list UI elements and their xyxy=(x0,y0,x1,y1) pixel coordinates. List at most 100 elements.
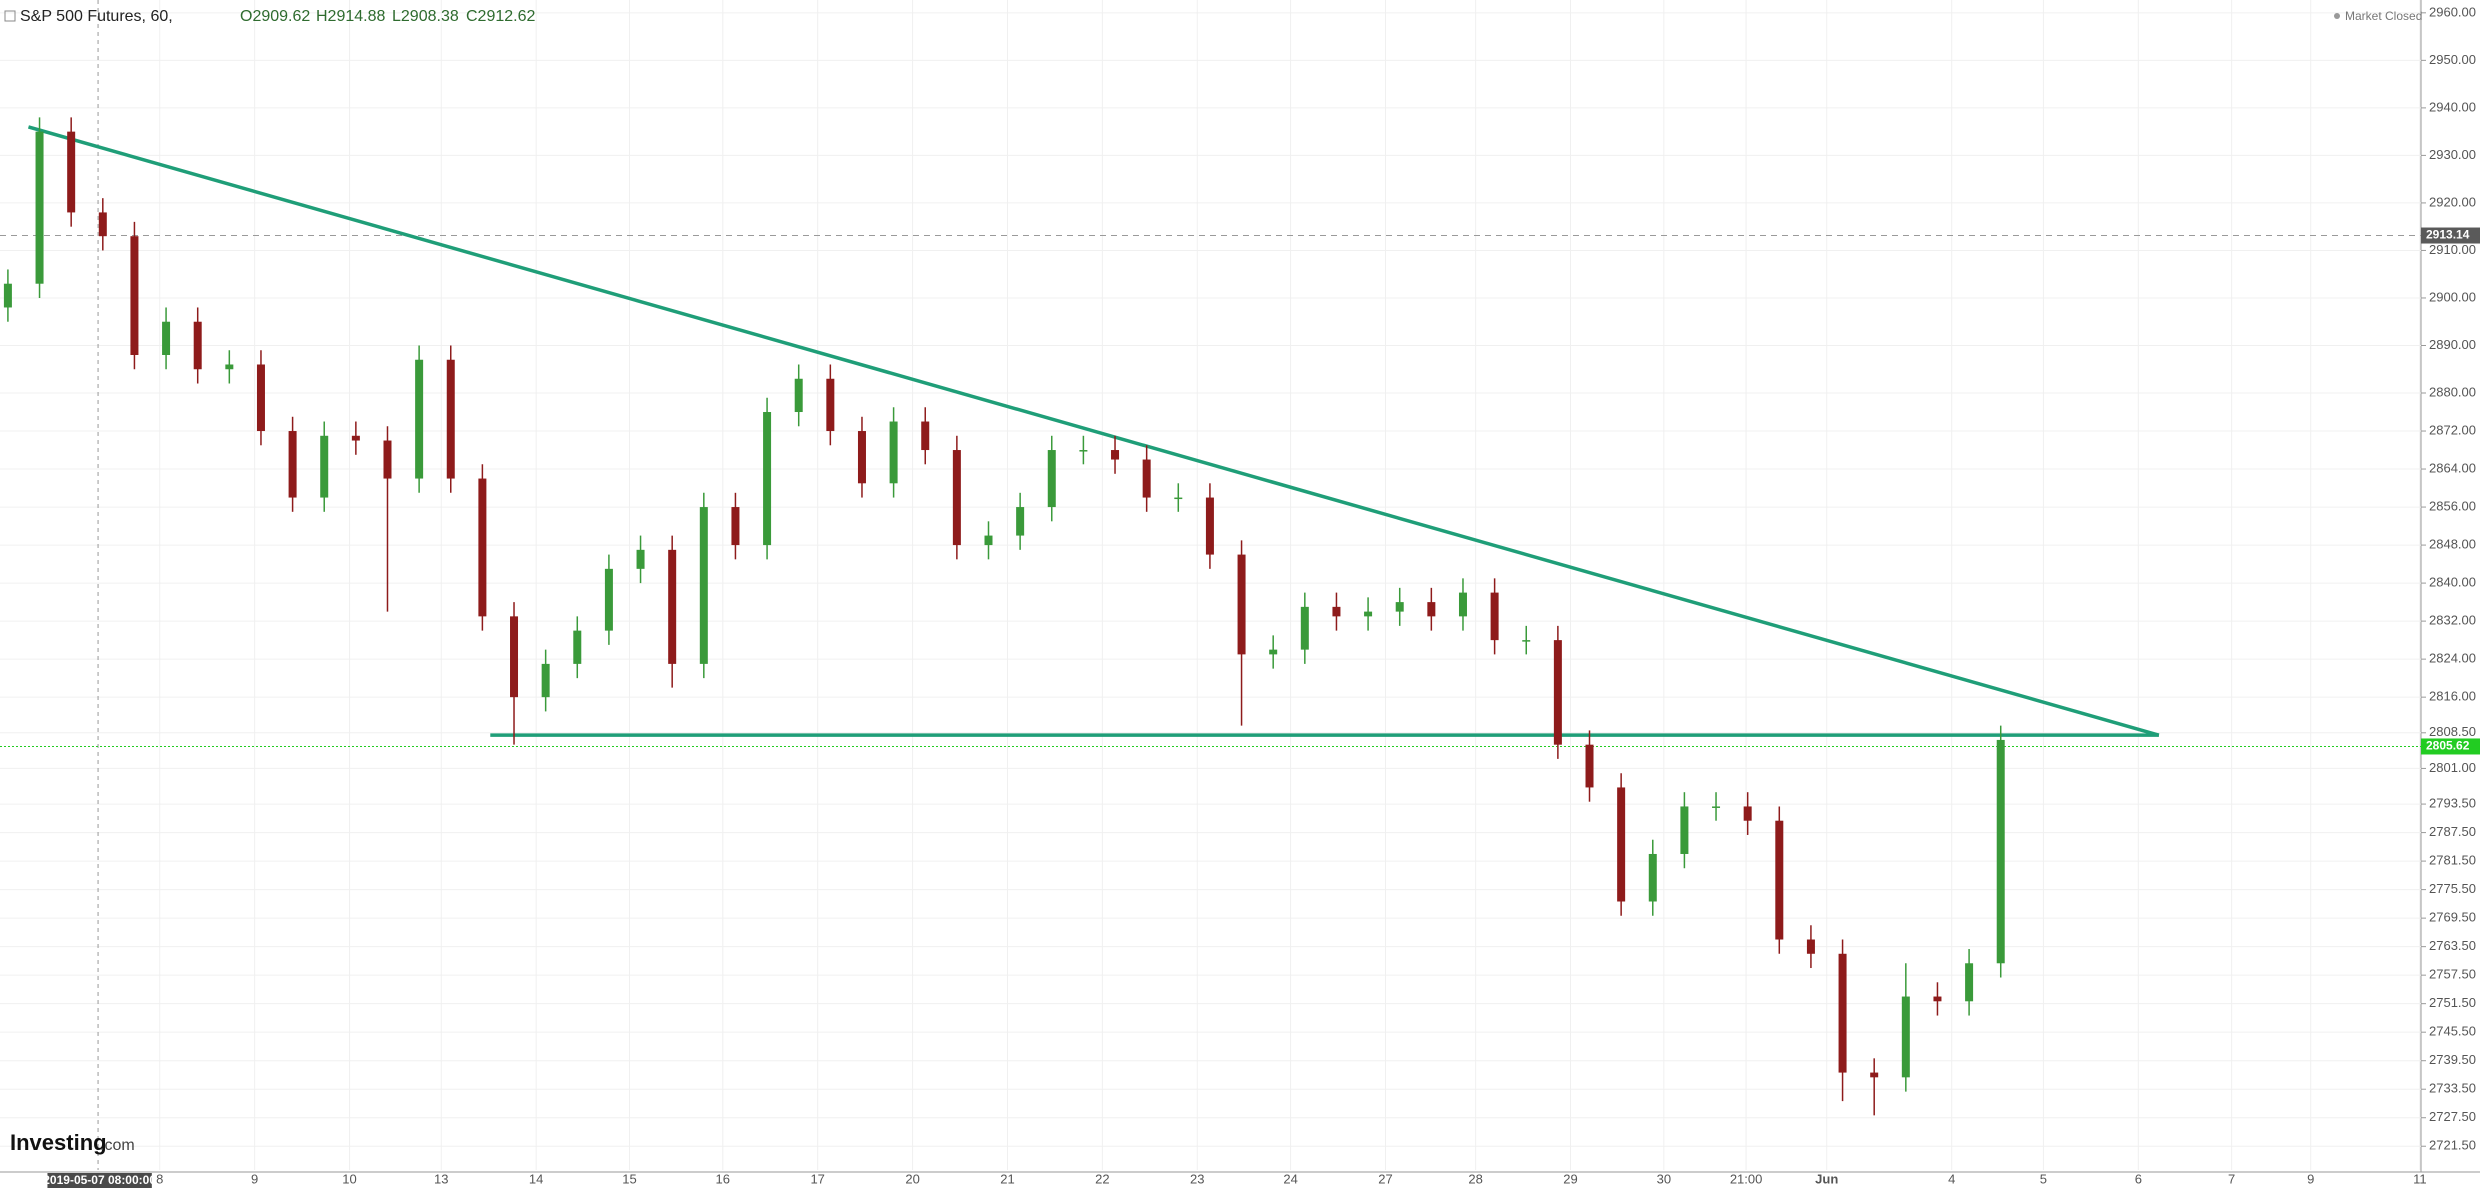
y-tick-label: 2781.50 xyxy=(2429,853,2476,868)
candle-body xyxy=(1364,611,1373,617)
candle-body xyxy=(1111,450,1120,460)
candle-body xyxy=(1965,963,1974,1002)
candle-body xyxy=(1996,739,2005,964)
header-icon xyxy=(4,10,16,22)
y-tick-label: 2745.50 xyxy=(2429,1024,2476,1039)
x-tick-label: 21 xyxy=(1000,1171,1014,1186)
y-tick-label: 2960.00 xyxy=(2429,4,2476,19)
candle-body xyxy=(35,131,44,284)
candle-body xyxy=(383,440,392,479)
x-tick-label: 5 xyxy=(2040,1171,2047,1186)
x-tick-label: 22 xyxy=(1095,1171,1109,1186)
x-tick-label: 30 xyxy=(1657,1171,1671,1186)
y-tick-label: 2793.50 xyxy=(2429,796,2476,811)
candle-body xyxy=(1142,459,1151,498)
y-tick-label: 2900.00 xyxy=(2429,289,2476,304)
x-tick-label: 27 xyxy=(1378,1171,1392,1186)
y-tick-label: 2751.50 xyxy=(2429,995,2476,1010)
candle-body xyxy=(763,412,772,546)
y-tick-label: 2787.50 xyxy=(2429,824,2476,839)
x-tick-label: 11 xyxy=(2413,1171,2427,1186)
status-dot xyxy=(2334,13,2340,19)
x-tick-label: 9 xyxy=(251,1171,258,1186)
price-label: 2805.62 xyxy=(2426,739,2470,753)
x-tick-label: 8 xyxy=(156,1171,163,1186)
candle-body xyxy=(604,568,613,631)
candle-body xyxy=(826,378,835,432)
candle-body xyxy=(1237,554,1246,655)
candle-body xyxy=(98,212,107,237)
x-tick-label: 7 xyxy=(2228,1171,2235,1186)
candle-body xyxy=(1648,853,1657,902)
header-close: C2912.62 xyxy=(466,8,535,25)
y-tick-label: 2801.00 xyxy=(2429,760,2476,775)
candle-body xyxy=(1332,606,1341,617)
x-tick-label: 13 xyxy=(434,1171,448,1186)
candle-body xyxy=(1585,744,1594,788)
candle-body xyxy=(1838,953,1847,1073)
y-tick-label: 2950.00 xyxy=(2429,52,2476,67)
candle-body xyxy=(1300,606,1309,650)
y-tick-label: 2890.00 xyxy=(2429,337,2476,352)
price-label: 2913.14 xyxy=(2426,228,2470,242)
header-open: O2909.62 xyxy=(240,8,310,25)
x-tick-label: 23 xyxy=(1190,1171,1204,1186)
candle-body xyxy=(541,663,550,698)
candle-body xyxy=(415,359,424,479)
candle-body xyxy=(889,421,898,484)
candle-body xyxy=(699,507,708,664)
candle-body xyxy=(1553,640,1562,745)
y-tick-label: 2808.50 xyxy=(2429,724,2476,739)
candle-body xyxy=(130,236,139,355)
x-tick-label: 20 xyxy=(905,1171,919,1186)
y-tick-label: 2840.00 xyxy=(2429,575,2476,590)
candle-body xyxy=(1016,507,1025,536)
x-tick-label: 29 xyxy=(1563,1171,1577,1186)
candle-body xyxy=(794,378,803,413)
crosshair-label: 2019-05-07 08:00:00 xyxy=(43,1173,156,1187)
y-tick-label: 2832.00 xyxy=(2429,613,2476,628)
candle-body xyxy=(573,630,582,664)
x-tick-label: 4 xyxy=(1948,1171,1955,1186)
candle-body xyxy=(1680,806,1689,854)
candle-body xyxy=(351,435,360,441)
candle-body xyxy=(1427,602,1436,617)
y-tick-label: 2769.50 xyxy=(2429,910,2476,925)
candle-body xyxy=(446,359,455,479)
market-status: Market Closed xyxy=(2345,9,2422,23)
candle-body xyxy=(1617,787,1626,902)
candle-body xyxy=(256,364,265,432)
x-tick-label: 21:00 xyxy=(1730,1171,1763,1186)
y-tick-label: 2739.50 xyxy=(2429,1052,2476,1067)
y-tick-label: 2727.50 xyxy=(2429,1109,2476,1124)
candle-body xyxy=(193,321,202,370)
candle-body xyxy=(1712,806,1721,808)
y-tick-label: 2757.50 xyxy=(2429,967,2476,982)
y-tick-label: 2872.00 xyxy=(2429,422,2476,437)
candle-body xyxy=(1490,592,1499,641)
candle-body xyxy=(1870,1072,1879,1078)
y-tick-label: 2910.00 xyxy=(2429,242,2476,257)
candle-body xyxy=(1806,939,1815,954)
x-tick-label: 14 xyxy=(529,1171,543,1186)
x-tick-label: 24 xyxy=(1283,1171,1297,1186)
candle-body xyxy=(1269,649,1278,655)
candle-body xyxy=(3,283,12,308)
candle-body xyxy=(1458,592,1467,617)
candle-body xyxy=(478,478,487,617)
candle-body xyxy=(1775,820,1784,940)
candle-body xyxy=(225,364,234,370)
candle-body xyxy=(952,450,961,546)
candle-body xyxy=(288,431,297,498)
candle-body xyxy=(1395,602,1404,612)
logo-suffix: .com xyxy=(100,1137,135,1154)
x-tick-label: 10 xyxy=(342,1171,356,1186)
candle-body xyxy=(921,421,930,451)
price-label-bg xyxy=(2421,227,2480,244)
crosshair-label-bg xyxy=(47,1173,152,1188)
candle-body xyxy=(984,535,993,546)
candle-body xyxy=(1522,640,1531,642)
y-tick-label: 2856.00 xyxy=(2429,499,2476,514)
x-tick-label: 15 xyxy=(622,1171,636,1186)
